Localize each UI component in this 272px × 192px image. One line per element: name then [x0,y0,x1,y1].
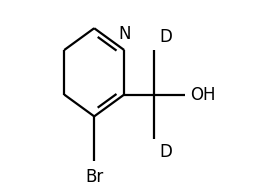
Text: D: D [160,28,172,46]
Text: OH: OH [190,86,216,103]
Text: Br: Br [85,168,103,186]
Text: D: D [160,143,172,161]
Text: N: N [118,25,131,43]
